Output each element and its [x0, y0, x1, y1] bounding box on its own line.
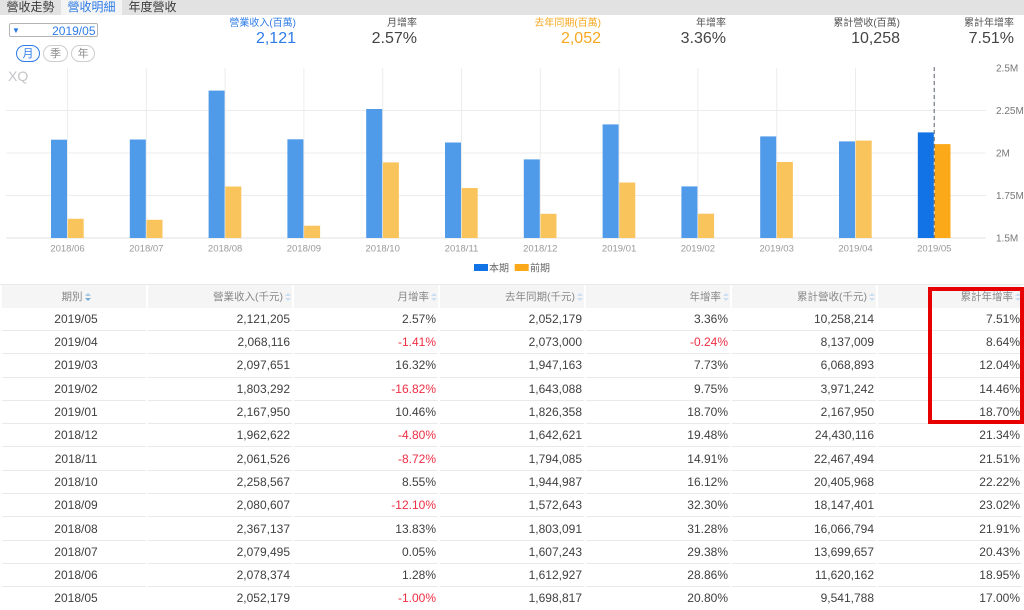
- svg-text:2019/04: 2019/04: [838, 244, 872, 255]
- svg-text:2019/02: 2019/02: [681, 244, 715, 255]
- svg-text:2018/09: 2018/09: [287, 244, 321, 255]
- svg-text:XQ: XQ: [8, 68, 28, 84]
- svg-text:2018/10: 2018/10: [366, 244, 400, 255]
- svg-text:2019/03: 2019/03: [760, 244, 794, 255]
- svg-text:2.5M: 2.5M: [996, 64, 1018, 75]
- svg-text:本期: 本期: [489, 262, 509, 275]
- svg-text:2018/06: 2018/06: [50, 244, 84, 255]
- svg-text:2018/11: 2018/11: [445, 244, 479, 255]
- svg-text:2018/08: 2018/08: [208, 244, 242, 255]
- svg-text:2M: 2M: [996, 149, 1010, 160]
- svg-text:前期: 前期: [530, 262, 550, 275]
- svg-text:2018/07: 2018/07: [129, 244, 163, 255]
- svg-text:2019/01: 2019/01: [602, 244, 636, 255]
- svg-text:2.25M: 2.25M: [996, 106, 1024, 117]
- svg-text:2018/12: 2018/12: [523, 244, 557, 255]
- svg-text:2019/05: 2019/05: [917, 244, 951, 255]
- svg-text:1.75M: 1.75M: [996, 191, 1024, 202]
- svg-text:1.5M: 1.5M: [996, 234, 1018, 245]
